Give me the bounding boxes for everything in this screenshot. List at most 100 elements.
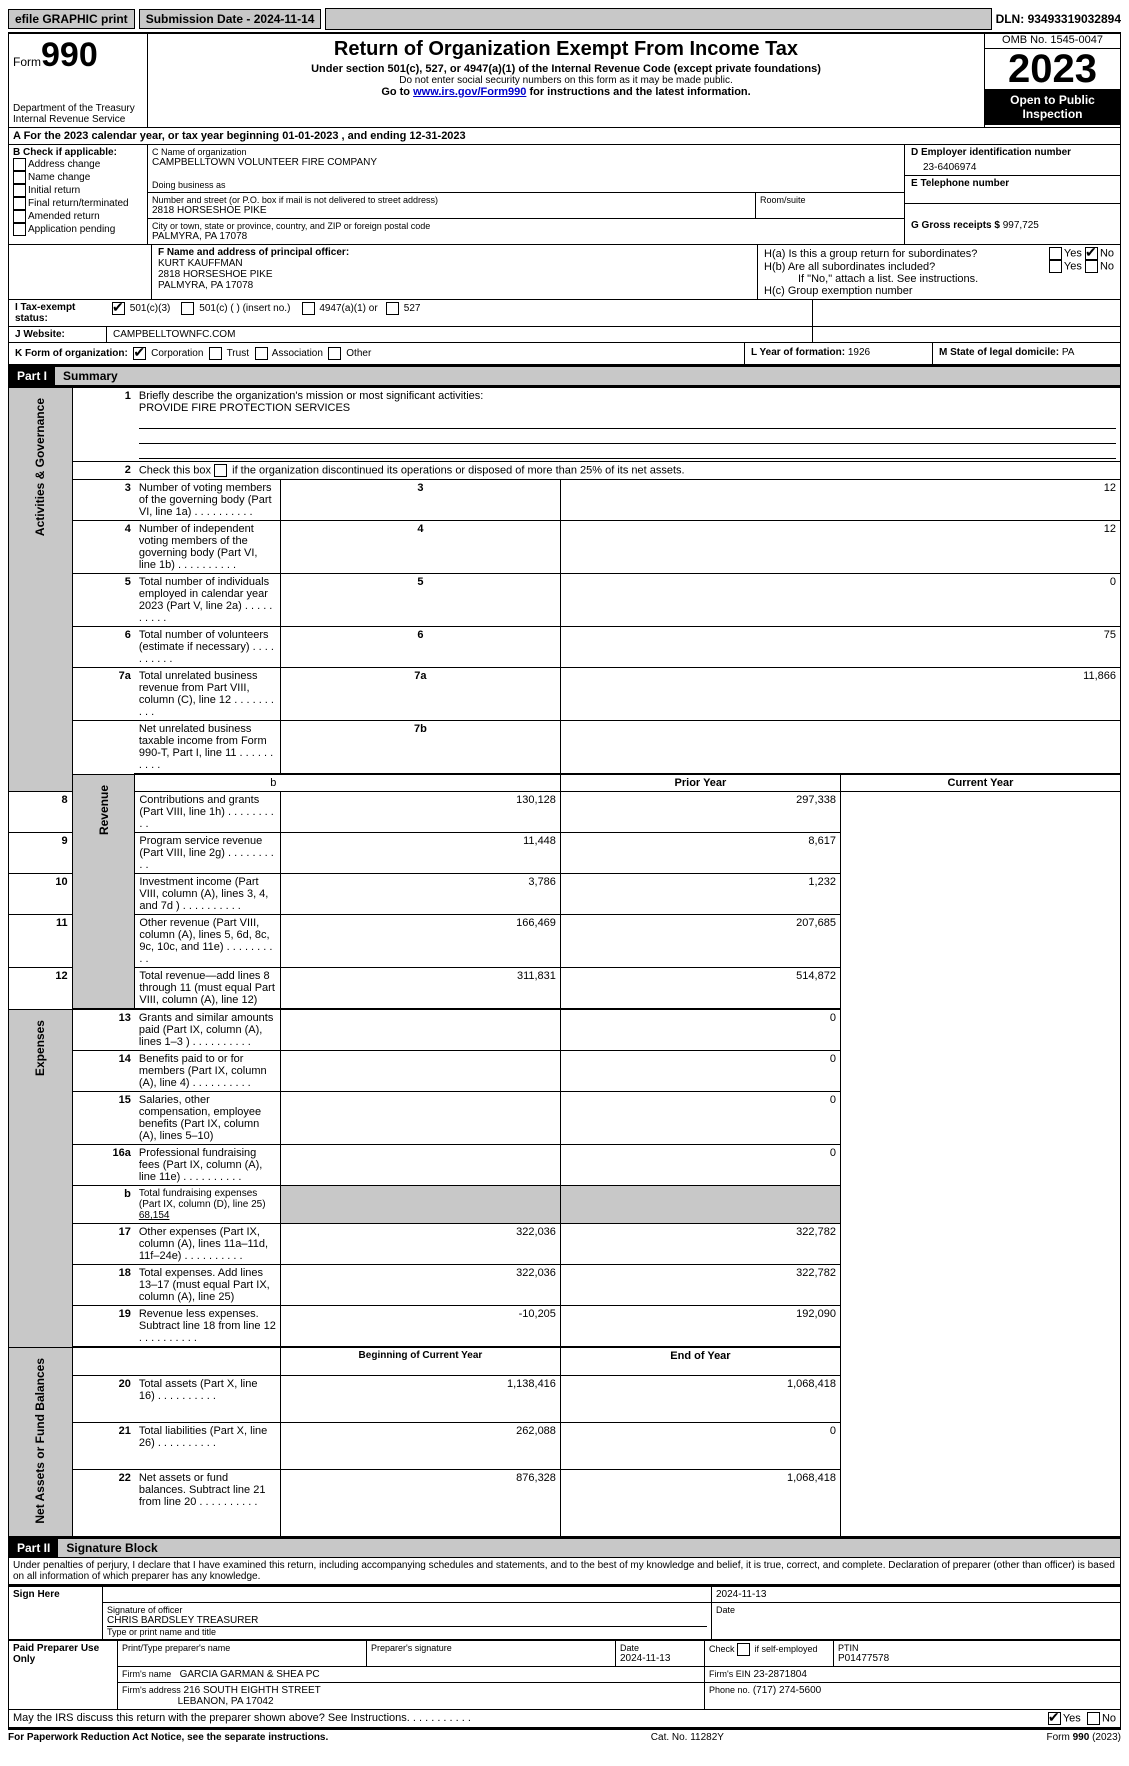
l22-prior: 876,328 [280,1470,560,1537]
l14-curr: 0 [560,1051,840,1092]
l7a-num: 7a [72,668,135,721]
l19-prior: -10,205 [280,1306,560,1348]
l5-box: 5 [280,574,560,627]
l9-text: Program service revenue (Part VIII, line… [139,835,274,871]
l5-num: 5 [72,574,135,627]
part2-title: Signature Block [58,1539,1120,1557]
opt-assoc: Association [272,348,323,359]
form-prefix: Form [13,55,41,69]
box-f: F Name and address of principal officer:… [152,245,757,299]
cb-501c[interactable] [181,302,194,315]
l7b-box: 7b [280,721,560,775]
cb-ha-no[interactable] [1085,247,1098,260]
cb-corp[interactable] [133,347,146,360]
cb-501c3[interactable] [112,302,125,315]
open-inspection: Open to Public Inspection [985,89,1120,125]
cb-l2[interactable] [214,464,227,477]
l16b-text: Total fundraising expenses (Part IX, col… [139,1188,266,1210]
l18-curr: 322,782 [560,1265,840,1306]
row-i: I Tax-exempt status: 501(c)(3) 501(c) ( … [8,300,1121,327]
sig-date: 2024-11-13 [716,1589,766,1600]
cb-initial[interactable] [13,184,26,197]
l15-prior [280,1092,560,1145]
hb-no: No [1100,260,1114,272]
l22-num: 22 [72,1470,135,1537]
sig-officer: CHRIS BARDSLEY TREASURER [107,1615,707,1626]
cb-pending[interactable] [13,223,26,236]
officer-name: KURT KAUFFMAN [158,258,751,269]
cb-trust[interactable] [209,347,222,360]
footer: For Paperwork Reduction Act Notice, see … [8,1728,1121,1743]
spacer [325,8,991,30]
cb-hb-yes[interactable] [1049,260,1062,273]
row-i-right [812,300,1120,326]
prep-date: 2024-11-13 [620,1653,700,1664]
l6-box: 6 [280,627,560,668]
efile-print-button[interactable]: efile GRAPHIC print [8,9,135,29]
cb-4947[interactable] [302,302,315,315]
period-begin: 01-01-2023 [282,130,338,142]
opt-amended: Amended return [28,211,100,222]
l19-num: 19 [72,1306,135,1348]
cb-self-emp[interactable] [737,1643,750,1656]
l12-curr: 514,872 [560,968,840,1010]
l17-num: 17 [72,1224,135,1265]
year-form-value: 1926 [848,347,870,358]
footer-left: For Paperwork Reduction Act Notice, see … [8,1732,328,1743]
section-expenses: Expenses [33,1012,47,1084]
box-m: M State of legal domicile: PA [932,343,1120,364]
cb-amended[interactable] [13,210,26,223]
sub-date-value: 2024-11-14 [254,12,315,26]
cb-hb-no[interactable] [1085,260,1098,273]
l5-text: Total number of individuals employed in … [139,576,273,624]
penalties-text: Under penalties of perjury, I declare th… [8,1558,1121,1585]
l16a-prior [280,1145,560,1186]
box-l: L Year of formation: 1926 [744,343,932,364]
l1-val: PROVIDE FIRE PROTECTION SERVICES [139,402,350,414]
l15-text: Salaries, other compensation, employee b… [139,1094,261,1142]
l11-text: Other revenue (Part VIII, column (A), li… [139,917,272,965]
l22-text: Net assets or fund balances. Subtract li… [139,1472,266,1508]
l15-num: 15 [72,1092,135,1145]
cb-other[interactable] [328,347,341,360]
l1-num: 1 [72,387,135,462]
opt-527: 527 [404,303,421,314]
cb-ha-yes[interactable] [1049,247,1062,260]
l4-num: 4 [72,521,135,574]
firm-phone: (717) 274-5600 [753,1685,821,1696]
period-end: 12-31-2023 [409,130,465,142]
l1-line3 [139,444,1116,459]
cb-527[interactable] [386,302,399,315]
domicile-value: PA [1062,347,1075,358]
part1-title: Summary [55,367,1120,385]
officer-city: PALMYRA, PA 17078 [158,280,751,291]
irs-link[interactable]: www.irs.gov/Form990 [413,86,526,98]
cb-address-change[interactable] [13,158,26,171]
website-value: CAMPBELLTOWNFC.COM [107,327,812,342]
tax-status-label: I Tax-exempt status: [9,300,106,326]
hb-note: If "No," attach a list. See instructions… [764,273,1114,285]
l6-num: 6 [72,627,135,668]
l17-curr: 322,782 [560,1224,840,1265]
form-number: 990 [41,36,98,74]
l9-prior: 11,448 [280,833,560,874]
part1-num: Part I [9,367,55,385]
cb-name-change[interactable] [13,171,26,184]
city-value: PALMYRA, PA 17078 [152,231,900,242]
dept-treasury: Department of the Treasury [13,103,143,114]
cb-assoc[interactable] [255,347,268,360]
opt-initial: Initial return [28,185,80,196]
l4-text: Number of independent voting members of … [139,523,258,571]
l3-box: 3 [280,480,560,521]
l16b-prior [280,1186,560,1224]
cb-discuss-yes[interactable] [1048,1712,1061,1725]
l13-curr: 0 [560,1009,840,1051]
org-name: CAMPBELLTOWN VOLUNTEER FIRE COMPANY [152,157,900,168]
hdr-prior: Prior Year [560,774,840,792]
firm-addr2: LEBANON, PA 17042 [178,1696,274,1707]
l16b-curr [560,1186,840,1224]
cb-discuss-no[interactable] [1087,1712,1100,1725]
l12-num: 12 [9,968,73,1010]
cb-final[interactable] [13,197,26,210]
hc-label: H(c) Group exemption number [764,285,1114,297]
